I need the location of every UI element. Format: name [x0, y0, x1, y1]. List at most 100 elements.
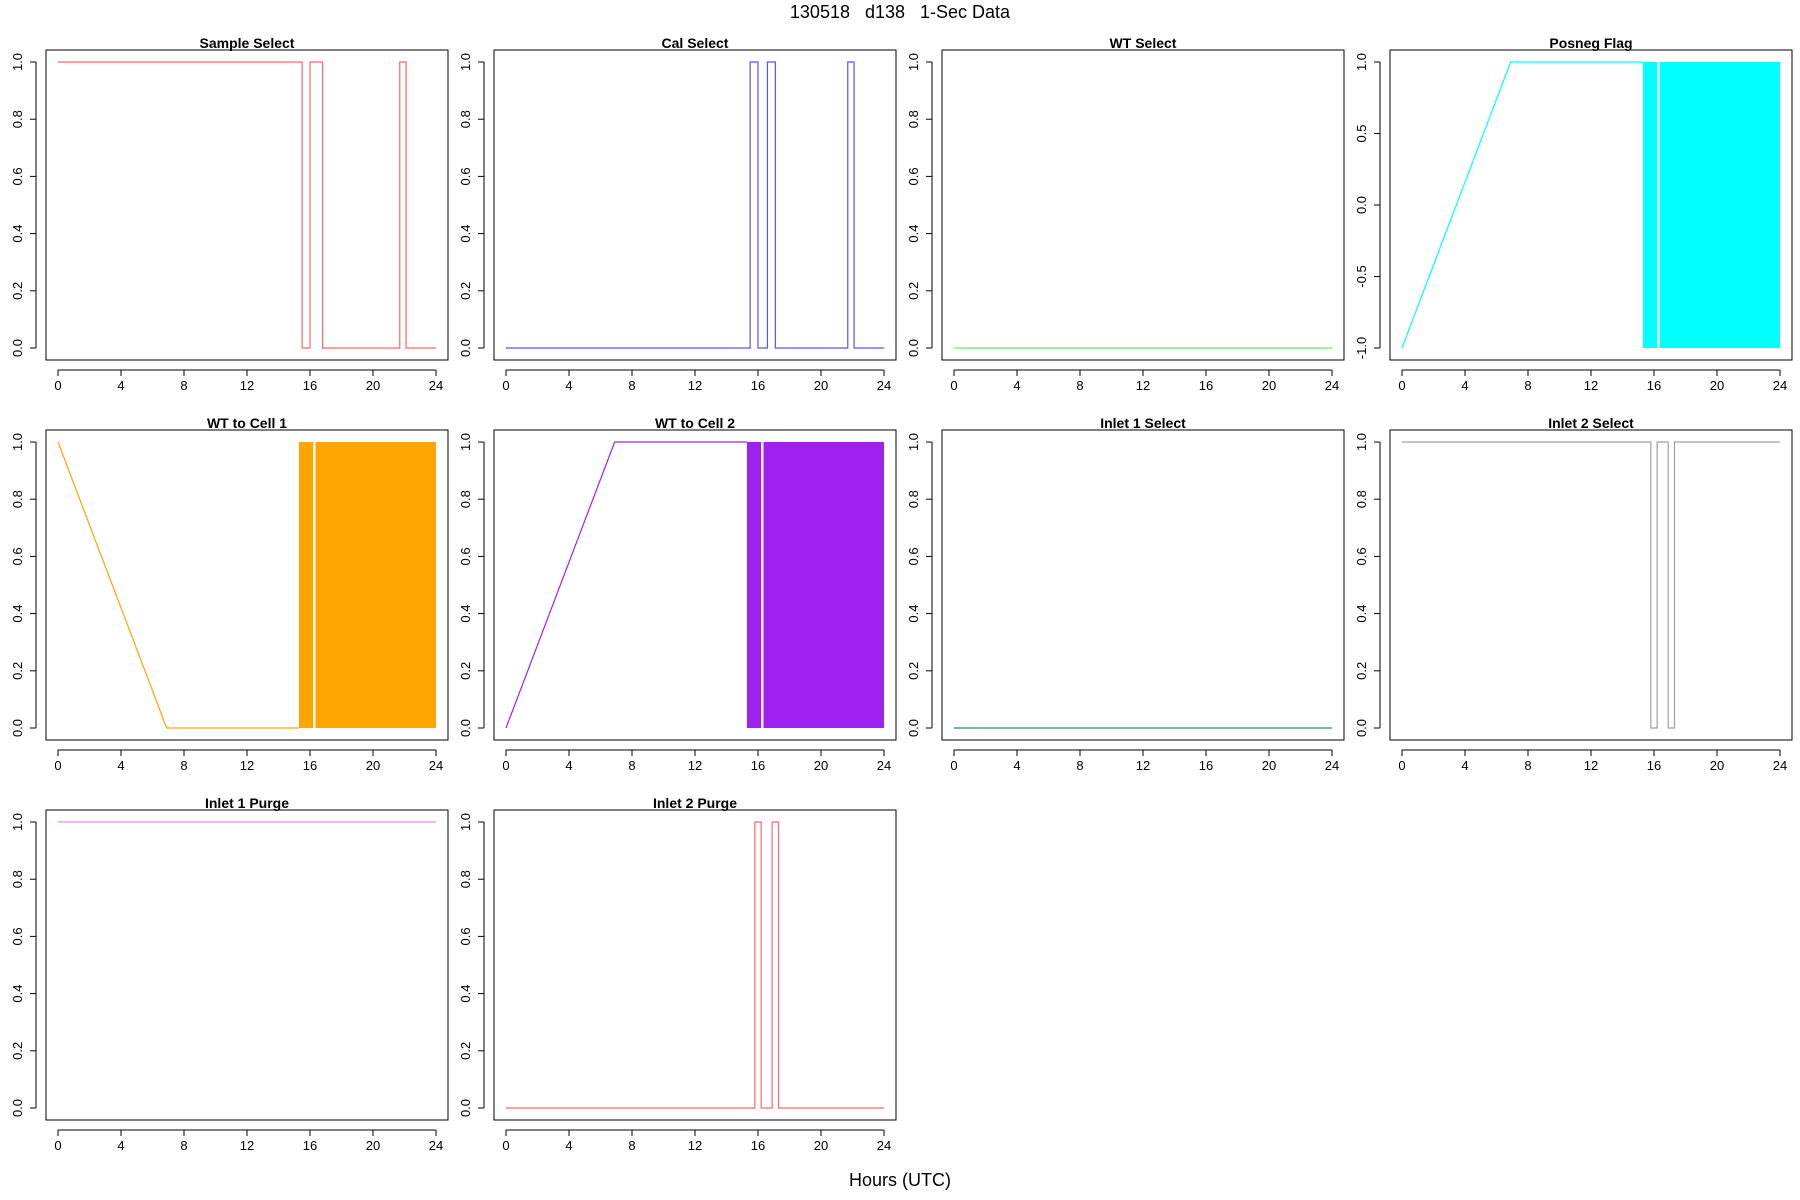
x-tick-label: 16 — [303, 758, 317, 773]
x-tick-label: 16 — [751, 758, 765, 773]
data-line — [506, 821, 884, 1109]
data-line — [1402, 441, 1780, 729]
y-tick-label: 0.8 — [906, 110, 921, 128]
y-tick-label: 0.4 — [1354, 605, 1369, 623]
x-tick-label: 8 — [628, 1138, 635, 1153]
panel-title: Inlet 1 Select — [1100, 415, 1186, 431]
y-tick-label: 1.0 — [1354, 53, 1369, 71]
x-tick-label: 12 — [688, 378, 702, 393]
data-line — [1401, 61, 1643, 349]
y-tick-label: 1.0 — [10, 53, 25, 71]
y-tick-label: 0.2 — [458, 282, 473, 300]
x-tick-label: 4 — [565, 378, 572, 393]
x-tick-label: 24 — [1325, 758, 1339, 773]
x-tick-label: 8 — [1524, 758, 1531, 773]
x-tick-label: 0 — [54, 758, 61, 773]
y-tick-label: 0.4 — [458, 225, 473, 243]
plot-frame — [493, 49, 897, 361]
x-tick-label: 24 — [1773, 758, 1787, 773]
x-tick-label: 0 — [1398, 378, 1405, 393]
x-tick-label: 8 — [180, 378, 187, 393]
data-line — [58, 61, 436, 349]
y-tick-label: 0.8 — [458, 870, 473, 888]
x-tick-label: 4 — [117, 1138, 124, 1153]
data-line — [505, 441, 747, 729]
y-tick-label: 0.8 — [458, 490, 473, 508]
data-band — [298, 442, 314, 728]
y-tick-label: 0.0 — [10, 719, 25, 737]
x-tick-label: 4 — [1013, 378, 1020, 393]
y-tick-label: 0.4 — [10, 225, 25, 243]
y-tick-label: 1.0 — [906, 53, 921, 71]
y-tick-label: 0.2 — [10, 282, 25, 300]
x-tick-label: 4 — [1013, 758, 1020, 773]
x-tick-label: 24 — [429, 1138, 443, 1153]
x-tick-label: 8 — [1524, 378, 1531, 393]
y-tick-label: 0.0 — [906, 719, 921, 737]
x-tick-label: 20 — [366, 378, 380, 393]
plot-frame — [1389, 49, 1793, 361]
y-tick-label: 0.4 — [906, 225, 921, 243]
y-tick-label: 0.4 — [906, 605, 921, 623]
panel-wt-select: WT Select 0 4 8 12 16 20 24 0.0 0.2 0.4 0.6 0.8 1.0 — [906, 35, 1345, 393]
x-tick-label: 8 — [180, 1138, 187, 1153]
x-tick-label: 4 — [1461, 378, 1468, 393]
x-tick-label: 20 — [366, 1138, 380, 1153]
data-band — [1642, 62, 1658, 348]
plot-frame — [493, 429, 897, 741]
y-tick-label: 0.0 — [458, 1099, 473, 1117]
y-tick-label: 0.0 — [906, 339, 921, 357]
y-tick-label: 0.0 — [458, 719, 473, 737]
y-tick-label: 0.0 — [1354, 196, 1369, 214]
x-tick-label: 20 — [814, 1138, 828, 1153]
x-tick-label: 12 — [1136, 758, 1150, 773]
plot-frame — [941, 429, 1345, 741]
x-tick-label: 0 — [502, 378, 509, 393]
x-tick-label: 12 — [240, 758, 254, 773]
y-tick-label: 1.0 — [10, 433, 25, 451]
panel-title: WT to Cell 1 — [207, 415, 287, 431]
y-tick-label: 1.0 — [458, 813, 473, 831]
x-tick-label: 20 — [1262, 378, 1276, 393]
x-tick-label: 4 — [565, 1138, 572, 1153]
y-tick-label: 0.6 — [458, 547, 473, 565]
y-tick-label: 0.8 — [10, 110, 25, 128]
y-tick-label: 1.0 — [458, 53, 473, 71]
y-tick-label: 0.2 — [10, 1042, 25, 1060]
y-tick-label: 0.6 — [906, 547, 921, 565]
panel-inlet-2-select: Inlet 2 Select 0 4 8 12 16 20 24 0.0 0.2 0.4 0.6 0.8… — [1354, 415, 1793, 773]
x-tick-label: 0 — [1398, 758, 1405, 773]
x-tick-label: 12 — [240, 1138, 254, 1153]
x-tick-label: 24 — [1773, 378, 1787, 393]
data-band — [746, 442, 762, 728]
x-tick-label: 12 — [1136, 378, 1150, 393]
panel-posneg-flag: Posneg Flag 0 4 8 12 16 20 24 -1.0 -0.5 0.0 0.5 1.0 — [1354, 35, 1793, 393]
panel-title: Inlet 2 Select — [1548, 415, 1634, 431]
x-tick-label: 16 — [1647, 758, 1661, 773]
y-tick-label: 0.8 — [906, 490, 921, 508]
panel-inlet-1-select: Inlet 1 Select 0 4 8 12 16 20 24 0.0 0.2 0.4 0.6 0.8… — [906, 415, 1345, 773]
x-tick-label: 24 — [429, 758, 443, 773]
x-tick-label: 8 — [628, 758, 635, 773]
panel-title: Inlet 2 Purge — [653, 795, 737, 811]
x-tick-label: 12 — [1584, 758, 1598, 773]
y-tick-label: -0.5 — [1354, 265, 1369, 287]
x-tick-label: 12 — [1584, 378, 1598, 393]
y-tick-label: 0.8 — [458, 110, 473, 128]
y-tick-label: 0.6 — [1354, 547, 1369, 565]
plot-frame — [45, 429, 449, 741]
x-tick-label: 0 — [950, 758, 957, 773]
panel-title: Inlet 1 Purge — [205, 795, 289, 811]
y-tick-label: 0.0 — [10, 339, 25, 357]
y-tick-label: 0.0 — [458, 339, 473, 357]
plot-frame — [1389, 429, 1793, 741]
y-tick-label: 0.4 — [10, 985, 25, 1003]
y-tick-label: 0.2 — [906, 662, 921, 680]
y-tick-label: 0.2 — [458, 662, 473, 680]
x-tick-label: 0 — [54, 1138, 61, 1153]
x-tick-label: 20 — [366, 758, 380, 773]
x-tick-label: 0 — [950, 378, 957, 393]
x-tick-label: 16 — [751, 378, 765, 393]
x-tick-label: 16 — [1647, 378, 1661, 393]
panel-cal-select: Cal Select 0 4 8 12 16 20 24 0.0 0.2 0.4 0.6 0.8 1.0 — [458, 35, 897, 393]
